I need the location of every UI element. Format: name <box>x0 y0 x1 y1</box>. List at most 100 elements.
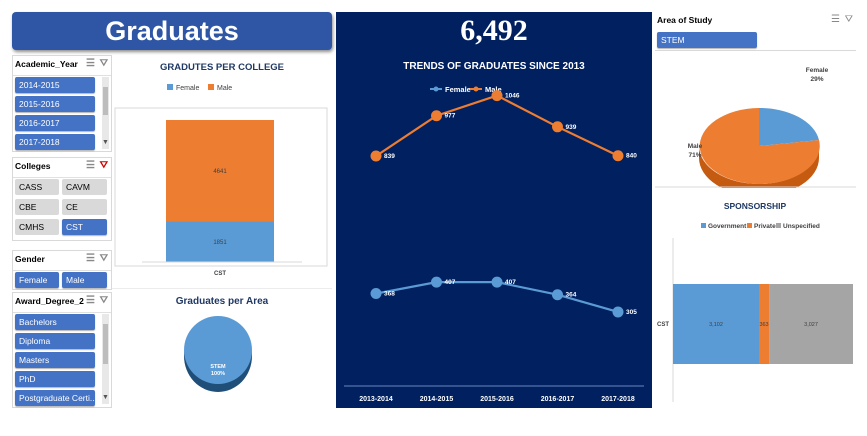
slice-label: STEM <box>210 364 226 370</box>
scroll-down-icon[interactable]: ▼ <box>102 139 109 146</box>
scroll-down-icon[interactable]: ▼ <box>102 394 109 401</box>
slicer-title: Colleges <box>15 161 51 171</box>
data-point-female <box>431 276 442 288</box>
slicer-item-phd[interactable]: PhD <box>15 371 95 387</box>
data-label-male: 1046 <box>505 93 520 100</box>
slicer-item-cbe[interactable]: CBE <box>15 199 59 215</box>
clear-filter-icon[interactable]: ⛛ <box>99 295 108 306</box>
legend-swatch-unspecified <box>776 223 781 228</box>
total-graduates: 6,492 <box>460 14 528 47</box>
data-label-female: 364 <box>566 292 577 299</box>
legend-label-unspecified: Unspecified <box>783 223 820 230</box>
slicer-item-masters[interactable]: Masters <box>15 352 95 368</box>
slicer-item-cmhs[interactable]: CMHS <box>15 219 59 235</box>
bar-segment-private <box>759 284 770 364</box>
data-label-male: 840 <box>626 153 637 160</box>
clear-filter-icon[interactable]: ⛛ <box>99 160 108 171</box>
multi-select-icon[interactable]: ☰ <box>831 14 840 25</box>
gender-slicer: Gender ☰ ⛛ Female Male <box>12 250 112 290</box>
slicer-item-cass[interactable]: CASS <box>15 179 59 195</box>
bar-male-cst <box>166 120 274 222</box>
x-tick-label: 2013-2014 <box>359 396 393 403</box>
data-label-female: 407 <box>505 279 516 286</box>
award-degree-slicer: Award_Degree_2 ☰ ⛛ Bachelors Diploma Mas… <box>12 292 112 408</box>
slicer-item-cavm[interactable]: CAVM <box>62 179 107 195</box>
trends-line-chart: TRENDS OF GRADUATES SINCE 2013 Female Ma… <box>344 61 644 403</box>
clear-filter-icon[interactable]: ⛛ <box>844 14 853 25</box>
legend-swatch-government <box>701 223 706 228</box>
slicer-item-cst[interactable]: CST <box>62 219 107 235</box>
trends-panel <box>336 12 652 408</box>
slicer-item-2017-2018[interactable]: 2017-2018 <box>15 134 95 150</box>
data-point-male <box>370 150 382 162</box>
scroll-thumb[interactable] <box>103 324 108 364</box>
slicer-item-postgraduate[interactable]: Postgraduate Certi... <box>15 390 95 406</box>
bar-segment-unspecified <box>769 284 853 364</box>
slicer-item-2016-2017[interactable]: 2016-2017 <box>15 115 95 131</box>
y-tick-label: CST <box>657 322 669 328</box>
legend-label-female: Female <box>176 85 199 92</box>
data-label-male: 839 <box>384 153 395 160</box>
slice-value-male: 71% <box>688 152 701 159</box>
legend-label-male: Male <box>485 85 502 94</box>
clear-filter-icon[interactable]: ⛛ <box>99 58 108 69</box>
multi-select-icon[interactable]: ☰ <box>86 160 95 171</box>
data-point-female <box>491 276 503 288</box>
slicer-scrollbar[interactable]: ▼ <box>102 77 109 149</box>
pie-slice-female <box>759 107 819 146</box>
data-point-female <box>552 289 563 301</box>
slicer-item-stem[interactable]: STEM <box>657 32 757 48</box>
data-point-male <box>552 121 563 133</box>
legend-label-government: Government <box>708 223 747 230</box>
slicer-title: Academic_Year <box>15 59 78 69</box>
slice-label-female: Female <box>806 67 829 74</box>
slice-value-female: 29% <box>810 76 823 83</box>
chart-title: SPONSORSHIP <box>724 201 787 211</box>
legend-label-male: Male <box>217 85 232 92</box>
area-of-study-slicer: Area of Study ☰ ⛛ STEM <box>655 12 856 52</box>
x-tick-label: 2014-2015 <box>420 396 454 403</box>
x-tick-label: 2016-2017 <box>541 396 575 403</box>
chart-title: TRENDS OF GRADUATES SINCE 2013 <box>403 61 585 72</box>
divider <box>655 50 856 51</box>
x-tick-label: CST <box>214 271 226 277</box>
clear-filter-icon[interactable]: ⛛ <box>99 253 108 264</box>
gender-pie-chart: Female 29% Male 71% <box>655 67 856 188</box>
data-point-male <box>491 90 503 102</box>
slicer-item-diploma[interactable]: Diploma <box>15 333 95 349</box>
bar-segment-government <box>673 284 760 364</box>
slicer-item-male[interactable]: Male <box>62 272 107 288</box>
series-line-male <box>375 94 619 157</box>
data-point-female <box>370 288 382 300</box>
multi-select-icon[interactable]: ☰ <box>86 295 95 306</box>
data-point-male <box>431 110 442 122</box>
data-point-female <box>612 306 624 318</box>
slicer-item-2015-2016[interactable]: 2015-2016 <box>15 96 95 112</box>
graduates-per-area-chart: Graduates per Area STEM 100% <box>112 288 332 392</box>
chart-title: GRADUTES PER COLLEGE <box>160 62 284 73</box>
slicer-item-bachelors[interactable]: Bachelors <box>15 314 95 330</box>
slice-value: 100% <box>211 371 225 377</box>
colleges-slicer: Colleges ☰ ⛛ CASS CAVM CBE CE CMHS CST <box>12 157 112 241</box>
data-label-male: 977 <box>445 113 456 120</box>
dashboard-title: Graduates <box>12 12 332 50</box>
data-label-unspecified: 3,027 <box>804 322 818 328</box>
slicer-item-ce[interactable]: CE <box>62 199 107 215</box>
chart-title: Graduates per Area <box>176 296 269 307</box>
slicer-title: Area of Study <box>657 15 713 25</box>
legend-marker-male <box>473 86 479 92</box>
data-label-private: 363 <box>759 322 768 328</box>
legend-label-female: Female <box>445 85 471 94</box>
legend-swatch-male <box>208 84 214 90</box>
legend-marker-female <box>433 86 439 92</box>
slicer-title: Award_Degree_2 <box>15 296 84 306</box>
data-point-male <box>612 150 624 162</box>
slicer-item-2014-2015[interactable]: 2014-2015 <box>15 77 95 93</box>
x-tick-label: 2017-2018 <box>601 396 635 403</box>
scroll-thumb[interactable] <box>103 87 108 115</box>
multi-select-icon[interactable]: ☰ <box>86 253 95 264</box>
slicer-item-female[interactable]: Female <box>15 272 59 288</box>
slicer-scrollbar[interactable]: ▼ <box>102 314 109 404</box>
multi-select-icon[interactable]: ☰ <box>86 58 95 69</box>
plot-frame <box>114 107 328 267</box>
